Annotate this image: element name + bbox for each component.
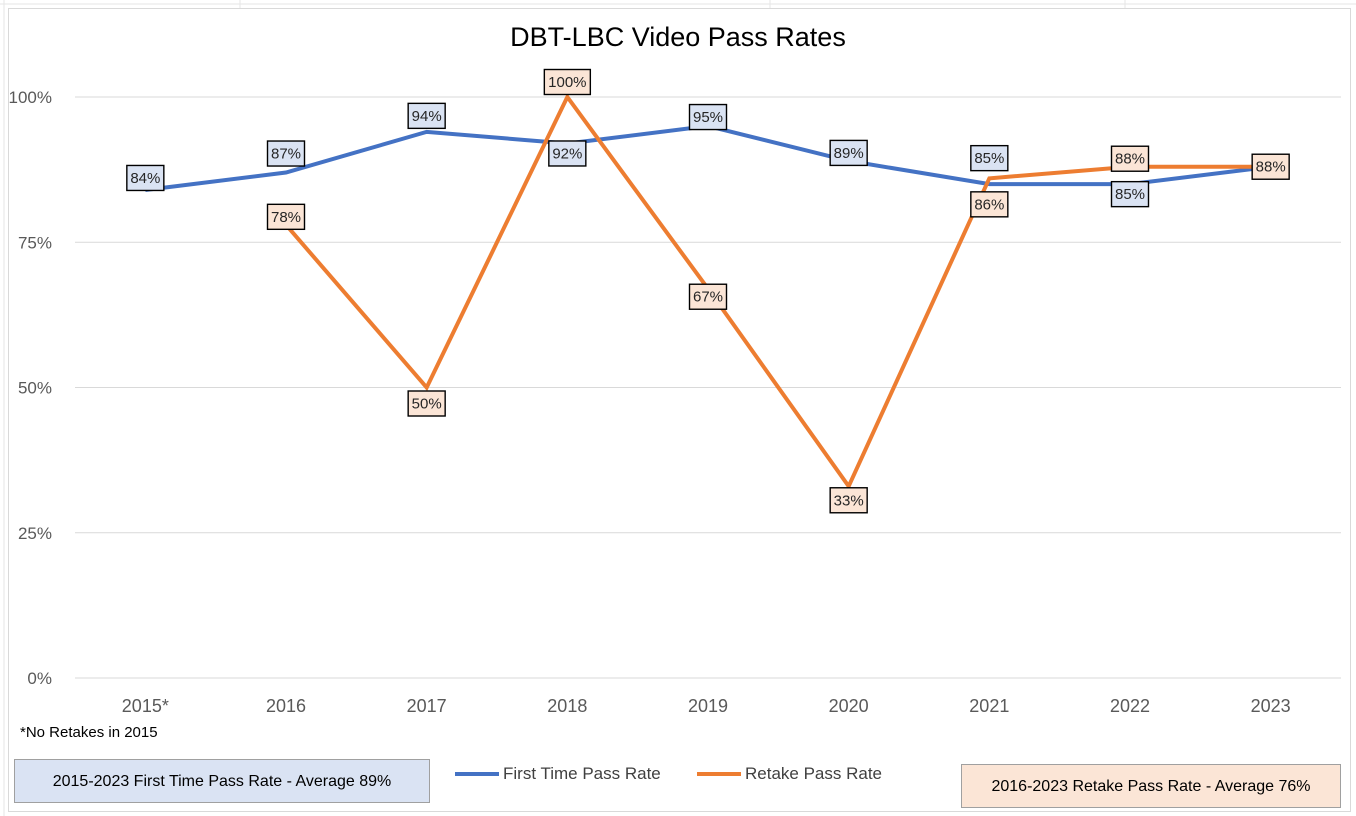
series-line-first-time [145,124,1271,192]
data-label-box [1251,153,1290,180]
data-label-retake: 88% [1110,145,1150,172]
data-label-retake: 50% [407,390,446,417]
retake-average-box: 2016-2023 Retake Pass Rate - Average 76% [961,764,1341,808]
x-tick-label: 2018 [547,696,587,716]
data-label-text: 94% [412,108,442,125]
legend-first-time[interactable]: First Time Pass Rate [455,764,661,784]
chart-title: DBT-LBC Video Pass Rates [510,22,846,52]
data-label-text: 86% [974,196,1004,213]
data-label-text: 89% [834,145,864,162]
y-tick-label: 0% [27,669,52,688]
data-label-box [829,487,868,514]
data-label-first-time: 87% [266,140,306,167]
data-label-retake: 100% [543,68,592,96]
footnote: *No Retakes in 2015 [20,724,158,741]
data-label-box [407,390,446,417]
data-label-retake: 88% [1251,153,1290,180]
data-label-text: 95% [693,109,723,126]
x-tick-label: 2017 [407,696,447,716]
legend-label-first-time: First Time Pass Rate [503,764,661,783]
data-label-retake: 67% [688,283,728,310]
data-label-box [266,203,306,231]
data-label-text: 84% [130,170,160,187]
data-label-text: 92% [552,145,582,162]
first-time-average-box: 2015-2023 First Time Pass Rate - Average… [14,759,430,803]
data-label-first-time: 85% [1110,180,1150,208]
data-label-box [688,283,728,310]
data-label-box [688,103,728,131]
y-tick-label: 50% [18,379,52,398]
series-line-retake [284,93,1271,491]
data-label-retake: 86% [970,191,1009,218]
data-label-text: 50% [412,396,442,413]
data-label-text: 88% [1256,159,1286,176]
legend-label-retake: Retake Pass Rate [745,764,883,783]
data-label-box [970,191,1009,218]
x-tick-label: 2023 [1251,696,1291,716]
data-label-first-time: 89% [829,139,868,167]
x-tick-label: 2016 [266,696,306,716]
x-tick-label: 2015* [122,696,169,716]
data-label-retake: 33% [829,487,868,514]
legend-retake[interactable]: Retake Pass Rate [697,764,882,784]
y-tick-label: 25% [18,524,52,543]
data-label-box [829,139,868,167]
data-label-first-time: 84% [126,164,165,192]
data-label-box [548,140,587,167]
data-label-text: 67% [693,289,723,306]
data-label-first-time: 85% [970,144,1009,172]
data-label-text: 87% [271,146,301,163]
data-label-box [970,144,1009,172]
x-tick-label: 2020 [829,696,869,716]
x-tick-label: 2019 [688,696,728,716]
data-label-first-time: 94% [407,102,446,130]
data-label-text: 85% [1115,186,1145,203]
x-tick-label: 2021 [969,696,1009,716]
data-label-box [543,68,592,96]
data-label-text: 88% [1115,151,1145,168]
data-label-box [266,140,306,167]
data-label-retake: 78% [266,203,306,231]
data-label-text: 100% [548,74,586,91]
data-label-text: 78% [271,209,301,226]
data-label-text: 85% [974,150,1004,167]
data-label-box [1110,180,1150,208]
legend-swatch-retake [697,772,741,776]
y-tick-label: 100% [9,88,52,107]
data-label-first-time: 92% [548,140,587,167]
data-label-box [126,164,165,192]
legend-swatch-first-time [455,772,499,776]
data-label-first-time: 95% [688,103,728,131]
y-tick-label: 75% [18,233,52,252]
data-label-box [407,102,446,130]
x-tick-label: 2022 [1110,696,1150,716]
data-label-box [1110,145,1150,172]
data-label-text: 33% [834,492,864,509]
